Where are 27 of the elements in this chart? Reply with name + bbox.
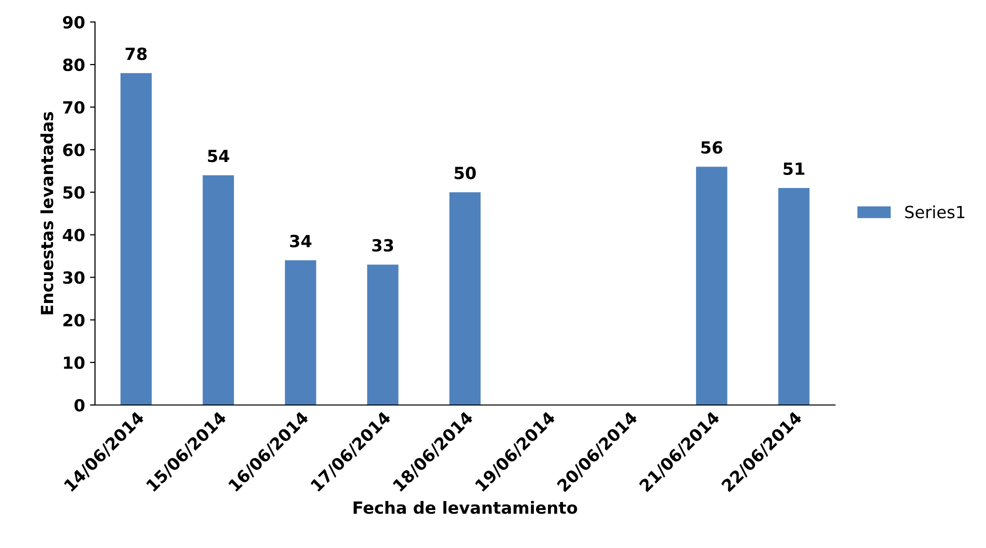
data-label: 56: [701, 141, 722, 154]
bar: [778, 188, 810, 405]
bar: [696, 166, 728, 405]
bar: [284, 260, 316, 405]
y-tick-label: 70: [63, 101, 84, 114]
y-tick-label: 10: [64, 356, 84, 370]
data-label: 33: [372, 239, 394, 252]
data-label: 51: [784, 162, 804, 176]
legend-label: Series1: [905, 205, 964, 218]
data-label: 34: [290, 234, 312, 248]
y-tick-label: 90: [62, 16, 84, 29]
data-label: 78: [126, 48, 147, 60]
y-tick-label: 30: [63, 271, 84, 284]
data-label: 50: [454, 166, 476, 180]
y-tick-label: 80: [63, 58, 84, 72]
bar: [120, 73, 152, 405]
y-tick-label: 50: [63, 186, 84, 199]
y-tick-label: 60: [63, 144, 84, 156]
y-tick-label: 20: [63, 314, 84, 326]
x-axis-title: Fecha de levantamiento: [354, 501, 578, 514]
y-axis-title: Encuestas levantadas: [40, 112, 54, 314]
bar: [449, 192, 481, 405]
bar: [367, 264, 398, 405]
data-label: 54: [208, 150, 230, 162]
y-tick-label: 0: [74, 398, 84, 412]
y-tick-label: 40: [62, 228, 84, 242]
bar: [202, 175, 234, 405]
